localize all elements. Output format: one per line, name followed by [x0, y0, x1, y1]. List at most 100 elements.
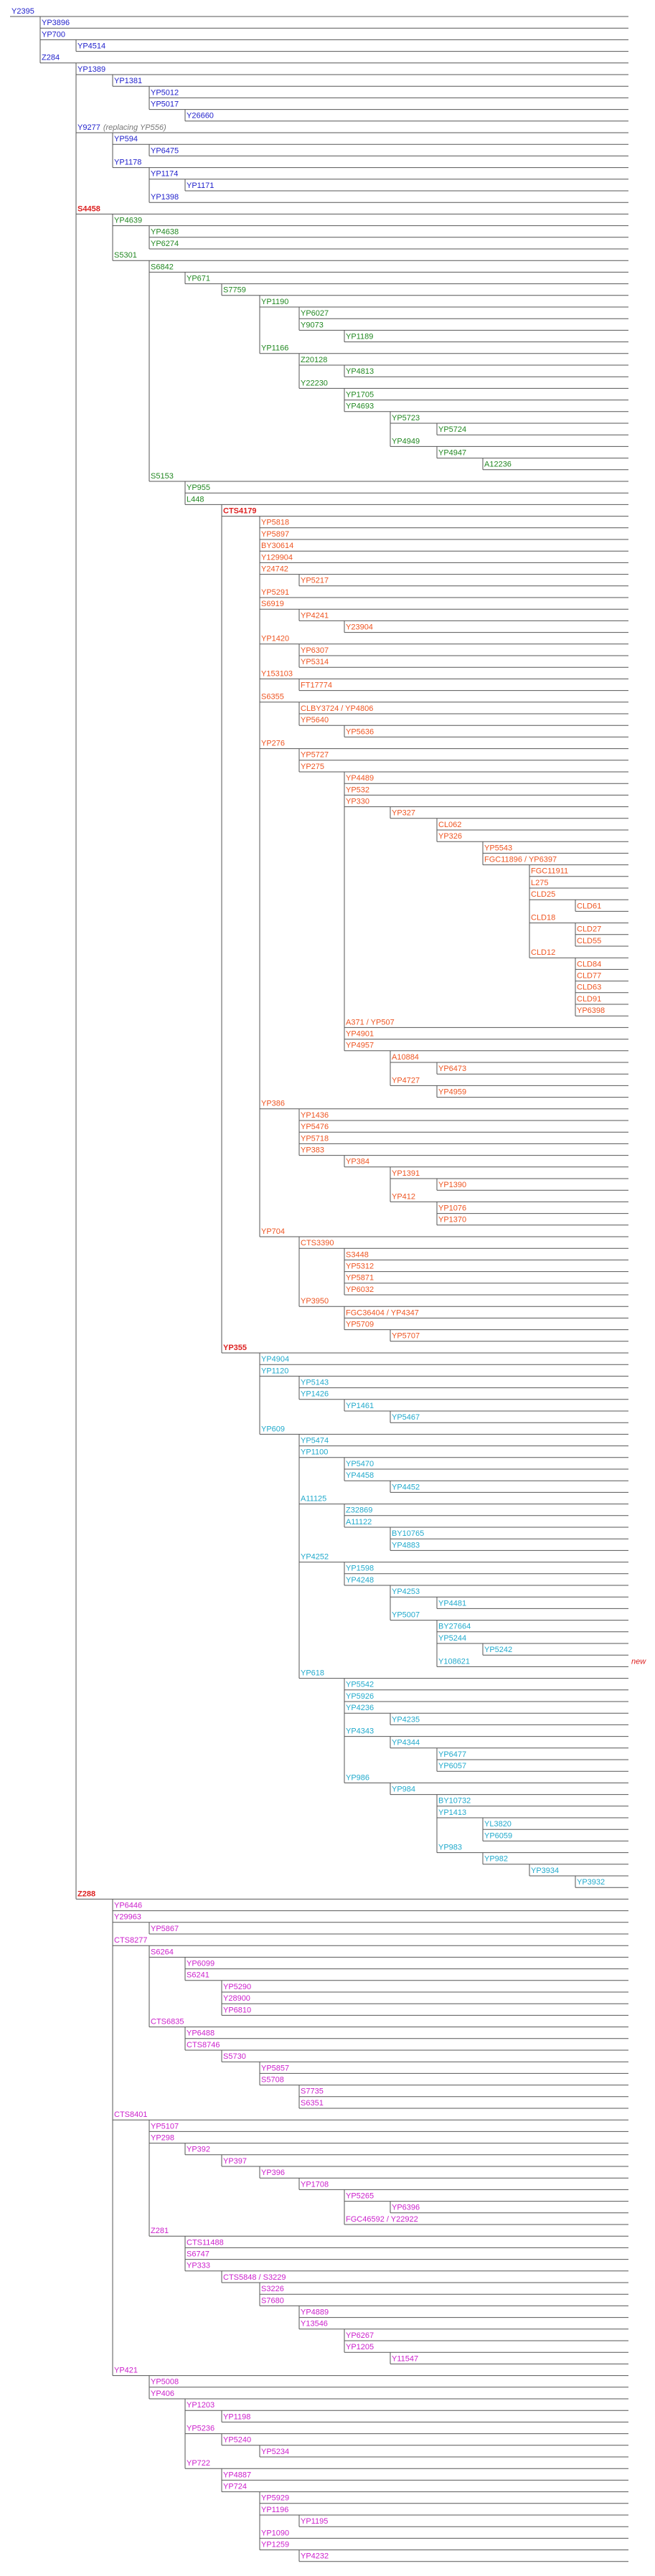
node-label: CTS5848 / S3229: [223, 2273, 286, 2282]
node-label: YP4235: [392, 1715, 420, 1724]
node-label: YP4343: [346, 1727, 374, 1736]
node-label: BY10765: [392, 1529, 424, 1538]
node-label: Y9073: [301, 321, 324, 329]
node-label: YP330: [346, 798, 369, 806]
node-label: YP5926: [346, 1692, 374, 1701]
node-label: YP1178: [114, 159, 141, 167]
node-label: CTS6835: [151, 2018, 184, 2027]
node-label: YP983: [438, 1844, 462, 1852]
node-label: YP5709: [346, 1321, 374, 1329]
node-label: Z284: [42, 54, 60, 62]
node-label: YP982: [484, 1855, 508, 1864]
node-label: YP4639: [114, 217, 142, 225]
node-label: YP4514: [77, 42, 105, 51]
node-label: YP671: [187, 275, 210, 283]
node-label: YP6396: [392, 2204, 420, 2212]
node-label: YP5727: [301, 751, 329, 760]
node-tag: new: [631, 1657, 646, 1666]
node-label: YP4489: [346, 774, 374, 783]
node-label: YP1370: [438, 1216, 466, 1225]
node-label: YP700: [42, 30, 65, 39]
node-label: YP1190: [261, 298, 288, 306]
node-label: YP1389: [77, 65, 105, 74]
node-label: CLD91: [577, 995, 601, 1004]
node-label: Y129904: [261, 553, 293, 562]
node-label: YP5007: [392, 1611, 420, 1620]
node-label: FGC11911: [531, 867, 568, 876]
node-label: YP5929: [261, 2494, 289, 2503]
node-label: Y13546: [301, 2320, 328, 2329]
node-label: YP5867: [151, 1925, 179, 1933]
node-label: CTS11488: [187, 2238, 224, 2247]
node-label: YP1189: [346, 333, 373, 341]
node-label: S4458: [77, 204, 100, 213]
node-label: YP5312: [346, 1263, 374, 1271]
node-label: YP383: [301, 1146, 324, 1155]
node-label: YP1198: [223, 2412, 250, 2421]
node-label: S6241: [187, 1971, 209, 1980]
node-label: YP4452: [392, 1483, 420, 1491]
node-label: Y108621: [438, 1657, 470, 1666]
node-label: YP1259: [261, 2541, 289, 2549]
node-label: YP4344: [392, 1739, 420, 1747]
node-label: Y23904: [346, 623, 373, 632]
node-label: YP276: [261, 740, 285, 748]
node-label: Z281: [151, 2227, 169, 2235]
node-label: YP406: [151, 2389, 174, 2398]
node-label: CTS8746: [187, 2041, 220, 2049]
node-label: S5730: [223, 2052, 246, 2061]
node-label: S5301: [114, 251, 137, 260]
node-label: YP4253: [392, 1587, 420, 1596]
node-label: A11122: [346, 1518, 372, 1527]
node-label: Y9277: [77, 123, 100, 132]
node-label: YP5474: [301, 1437, 329, 1445]
node-label: CLD55: [577, 937, 601, 945]
node-label: YP532: [346, 785, 369, 794]
node-label: S5153: [151, 472, 174, 481]
node-label: YP1420: [261, 635, 289, 643]
node-label: YP4813: [346, 367, 374, 376]
node-label: YP955: [187, 483, 210, 492]
node-label: YP384: [346, 1158, 369, 1166]
node-label: S7759: [223, 286, 246, 295]
node-label: CLD61: [577, 902, 601, 910]
node-label: YP4638: [151, 228, 179, 237]
node-label: L275: [531, 879, 548, 887]
node-label: S6264: [151, 1948, 174, 1956]
node-label: S3448: [346, 1250, 369, 1259]
node-label: YP4889: [301, 2308, 329, 2317]
node-label: YP4957: [346, 1042, 374, 1050]
node-label: YP396: [261, 2169, 285, 2177]
node-label: YP6477: [438, 1750, 466, 1759]
node-label: YP412: [392, 1192, 415, 1201]
node-label: YP5242: [484, 1646, 512, 1654]
node-label: CLD27: [577, 925, 601, 934]
node-label: YP392: [187, 2146, 210, 2154]
node-label: YP3950: [301, 1297, 329, 1306]
node-label: YP1195: [301, 2517, 328, 2526]
node-label: YP5290: [223, 1983, 251, 1991]
node-label: YP722: [187, 2459, 210, 2468]
node-label: FT17774: [301, 681, 332, 690]
node-label: BY27664: [438, 1623, 471, 1631]
node-label: YP5897: [261, 530, 289, 539]
node-label: CLD18: [531, 914, 555, 923]
node-label: YP4693: [346, 402, 374, 411]
node-label: YP1398: [151, 193, 179, 202]
node-label: YP355: [223, 1344, 247, 1352]
node-label: YP1205: [346, 2343, 374, 2351]
node-label: YP724: [223, 2483, 247, 2491]
node-label: S3226: [261, 2285, 284, 2293]
node-label: S7735: [301, 2087, 324, 2096]
node-label: YP1171: [187, 181, 214, 190]
node-label: YP1390: [438, 1181, 466, 1189]
node-label: YP397: [223, 2157, 247, 2166]
node-label: CTS4179: [223, 507, 256, 516]
node-label: YP618: [301, 1669, 324, 1678]
node-label: YP1196: [261, 2506, 288, 2514]
node-label: A11125: [301, 1495, 326, 1504]
node-label: Y2395: [11, 7, 34, 16]
node-label: YP1076: [438, 1204, 466, 1213]
node-label: A12236: [484, 461, 512, 469]
